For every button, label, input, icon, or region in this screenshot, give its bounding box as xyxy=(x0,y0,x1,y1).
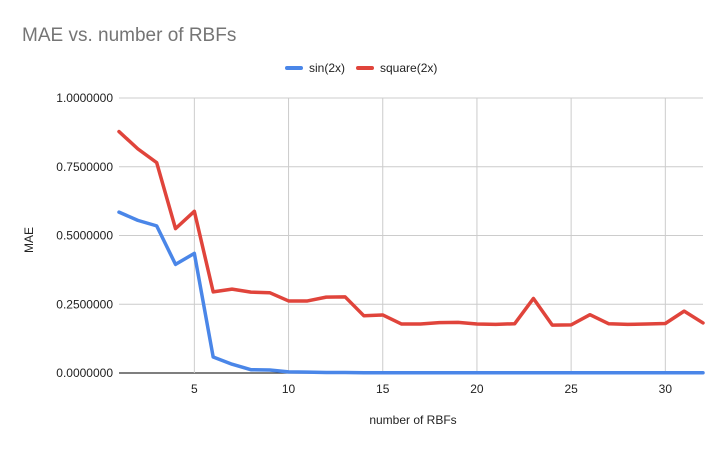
legend-label: square(2x) xyxy=(380,61,437,75)
legend: sin(2x) square(2x) xyxy=(285,61,437,75)
y-axis-title: MAE xyxy=(22,227,36,253)
series-line-square-2x xyxy=(117,129,705,327)
x-tick-label: 25 xyxy=(564,382,578,396)
x-axis-title: number of RBFs xyxy=(369,413,456,427)
chart-title: MAE vs. number of RBFs xyxy=(22,25,236,46)
gridlines xyxy=(119,97,703,374)
x-tick-label: 5 xyxy=(191,382,198,396)
x-tick-label: 20 xyxy=(470,382,484,396)
y-tick-label: 0.2500000 xyxy=(56,297,113,311)
x-tick-label: 15 xyxy=(376,382,390,396)
x-tick-label: 30 xyxy=(659,382,673,396)
y-tick-label: 0.0000000 xyxy=(56,366,113,380)
y-tick-label: 1.0000000 xyxy=(56,91,113,105)
y-tick-label: 0.7500000 xyxy=(56,160,113,174)
series-lines xyxy=(117,129,705,375)
x-tick-label: 10 xyxy=(282,382,296,396)
y-axis-ticks: 0.0000000 0.2500000 0.5000000 0.7500000 1.00… xyxy=(56,91,113,380)
x-axis-ticks: 5 10 15 20 25 30 xyxy=(191,382,672,396)
legend-label: sin(2x) xyxy=(309,61,345,75)
y-tick-label: 0.5000000 xyxy=(56,229,113,243)
series-line-sin-2x xyxy=(117,210,705,375)
